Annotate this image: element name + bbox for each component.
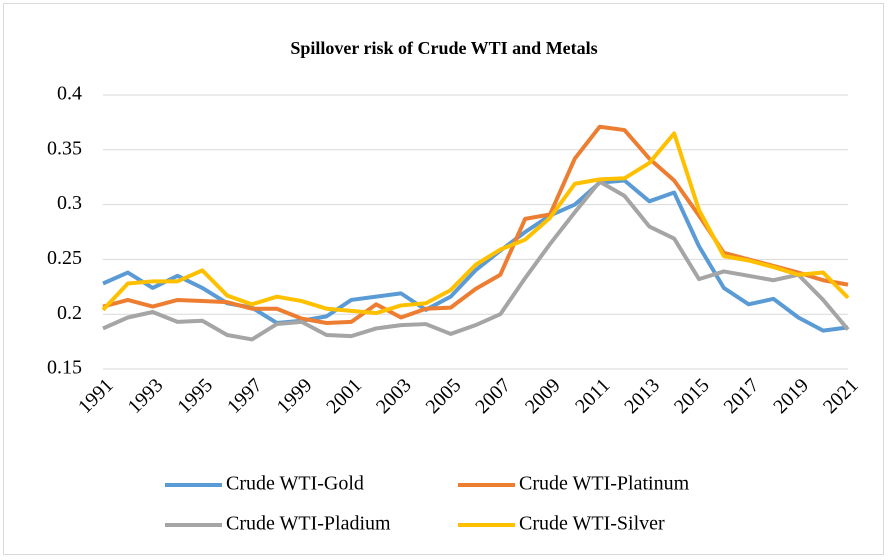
y-tick-label: 0.3 [57,192,82,214]
legend-label: Crude WTI-Pladium [226,513,391,535]
series-line [101,131,850,316]
y-tick-label: 0.4 [57,83,82,105]
legend-label: Crude WTI-Silver [519,513,665,535]
y-tick-label: 0.35 [47,137,82,159]
legend-label: Crude WTI-Platinum [519,473,690,495]
y-tick-label: 0.15 [47,357,82,379]
y-tick-label: 0.2 [57,302,82,324]
series-line [102,179,850,342]
chart-title: Spillover risk of Crude WTI and Metals [290,38,597,58]
legend-label: Crude WTI-Gold [226,473,364,495]
y-tick-label: 0.25 [47,247,82,269]
